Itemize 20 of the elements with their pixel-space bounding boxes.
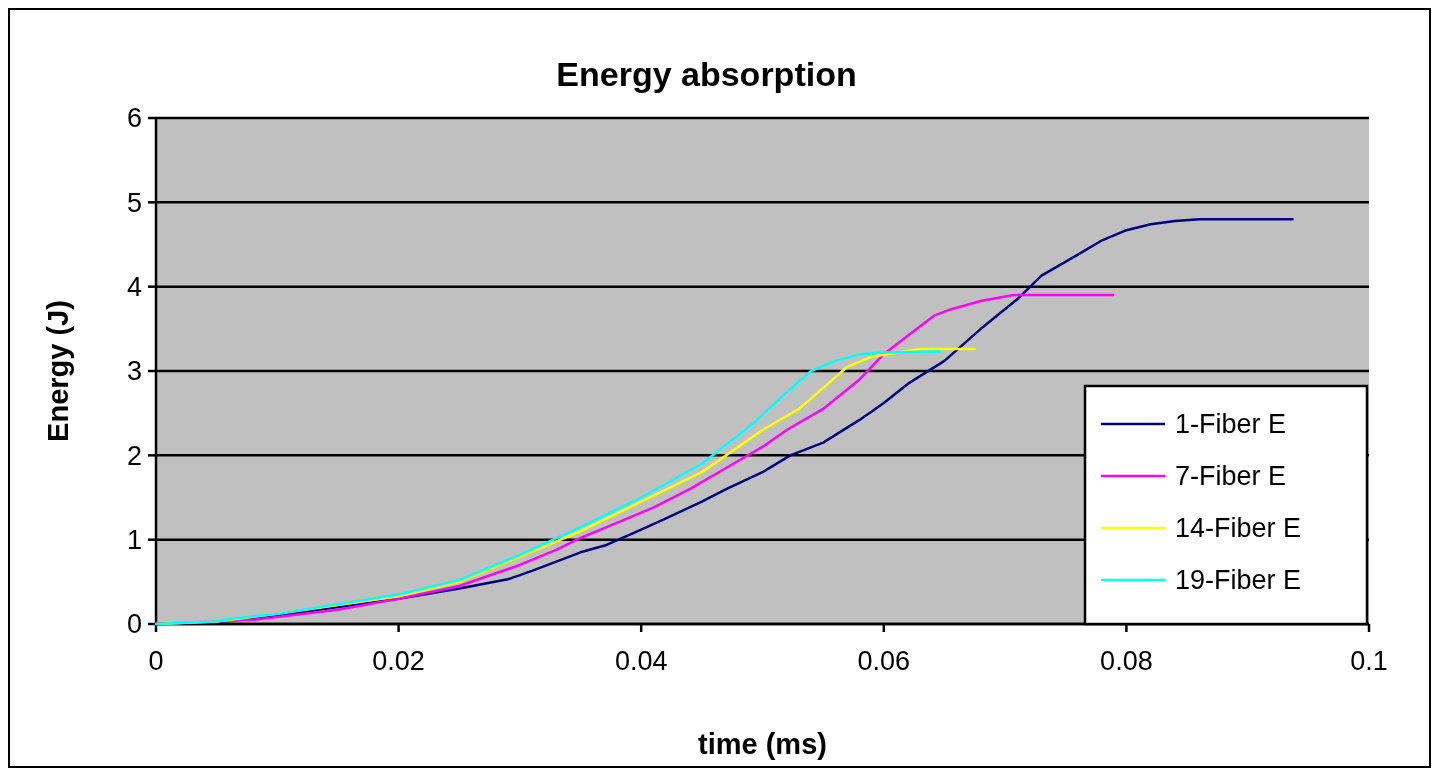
x-tick-label: 0.1 (1350, 646, 1388, 676)
x-tick-label: 0.08 (1100, 646, 1153, 676)
y-tick-label: 6 (126, 103, 142, 134)
y-tick-label: 2 (126, 440, 142, 471)
y-tick-label: 1 (126, 525, 142, 556)
y-tick-label: 3 (126, 356, 142, 387)
y-tick-label: 0 (126, 609, 142, 640)
legend-label: 14-Fiber E (1175, 513, 1302, 544)
legend-label: 7-Fiber E (1175, 461, 1287, 492)
x-tick-label: 0.02 (372, 646, 425, 676)
y-tick-label: 5 (126, 187, 142, 218)
chart-title: Energy absorption (556, 55, 857, 93)
y-axis-title: Energy (J) (42, 300, 74, 442)
legend-label: 19-Fiber E (1175, 565, 1302, 596)
x-tick-label: 0 (148, 646, 164, 676)
y-tick-label: 4 (126, 272, 142, 303)
x-tick-label: 0.04 (614, 646, 668, 676)
x-tick-label: 0.06 (857, 646, 911, 676)
x-axis-title: time (ms) (698, 728, 827, 760)
legend-label: 1-Fiber E (1175, 409, 1287, 440)
